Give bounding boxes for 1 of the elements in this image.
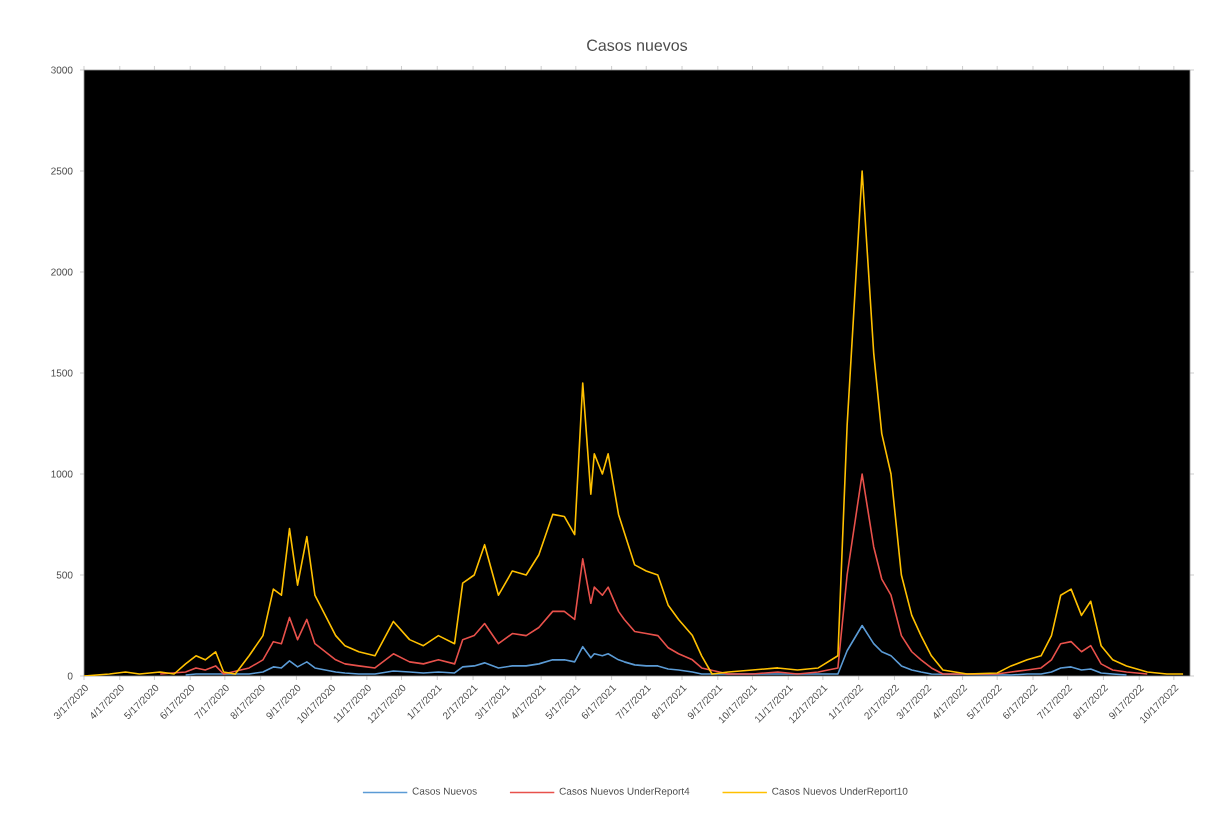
chart-title: Casos nuevos	[587, 39, 688, 51]
